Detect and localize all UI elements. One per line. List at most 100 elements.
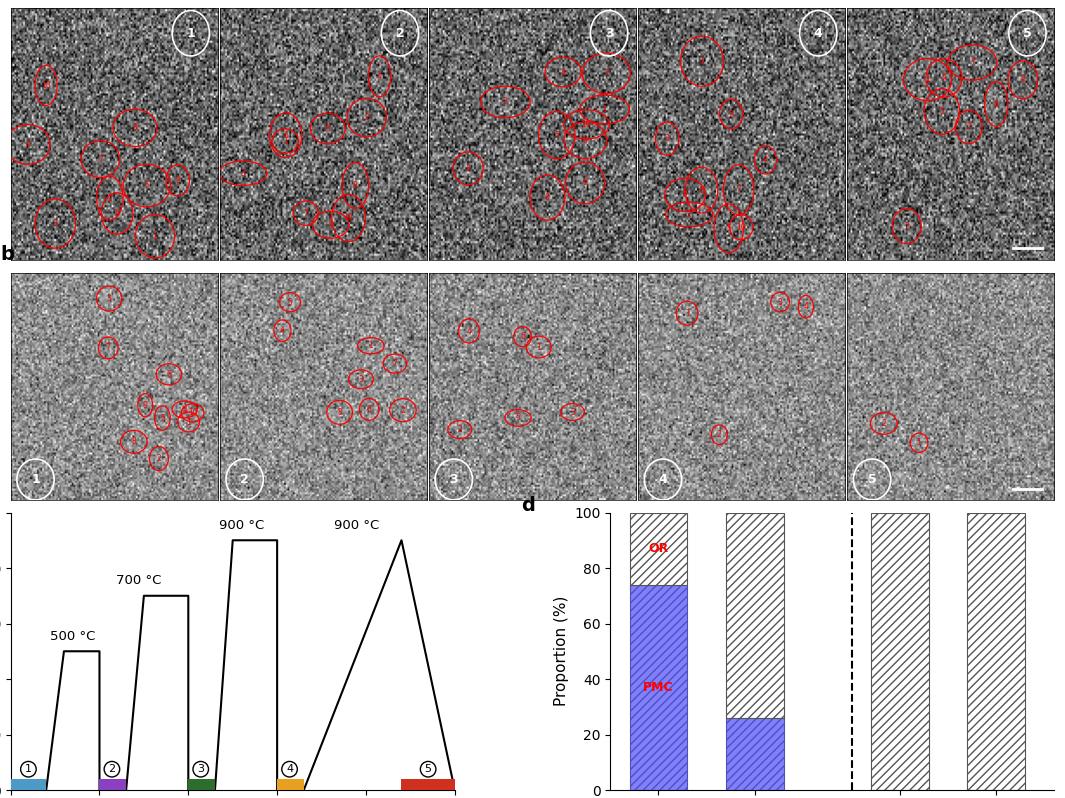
Text: 2: 2 [687,210,691,219]
Text: 6: 6 [1020,75,1026,85]
Text: 7: 7 [736,185,741,194]
Text: 3: 3 [241,168,245,178]
Text: 6: 6 [115,209,119,218]
Text: 4: 4 [286,764,293,774]
Text: 5: 5 [425,764,431,774]
Text: 6: 6 [366,405,372,414]
Text: 1: 1 [368,342,373,350]
Text: 3: 3 [359,375,363,384]
Text: 3: 3 [777,298,783,306]
Text: 7: 7 [105,343,111,353]
Text: 2: 2 [157,454,161,463]
Text: 6: 6 [166,369,171,379]
Bar [11,779,46,790]
Text: 1: 1 [186,26,195,40]
Text: 6: 6 [520,332,525,342]
Text: 10: 10 [42,81,51,90]
Text: 9: 9 [728,109,734,119]
Text: 1: 1 [24,764,32,774]
Text: 1: 1 [602,105,607,114]
Text: 1: 1 [685,309,689,318]
Bar [402,779,455,790]
Text: OR: OR [649,542,669,555]
Text: 10: 10 [581,120,591,129]
Text: 1: 1 [925,75,930,84]
Text: 5: 5 [555,131,559,140]
Text: 900 °C: 900 °C [219,519,264,532]
Text: 4: 4 [182,405,187,414]
Text: 9: 9 [176,176,180,185]
Y-axis label: Proportion (%): Proportion (%) [554,596,569,706]
Text: 1: 1 [283,136,288,145]
Text: 4: 4 [763,156,768,164]
Text: 1: 1 [700,57,704,65]
Bar [99,779,126,790]
Text: 5: 5 [288,298,293,306]
Text: 3: 3 [570,408,575,417]
Bar [629,512,688,585]
Bar [726,718,784,790]
Text: 7: 7 [393,359,397,368]
Text: 1: 1 [917,438,921,448]
Bar [967,512,1026,790]
Text: 2: 2 [395,26,405,40]
Text: 9: 9 [328,220,333,229]
Text: 8: 8 [353,181,358,190]
Text: 2: 2 [364,113,370,122]
Text: 8: 8 [131,437,136,446]
Text: 4: 4 [26,140,30,149]
Text: 5: 5 [160,413,165,423]
Text: 6: 6 [699,186,704,195]
Text: 3: 3 [106,294,112,303]
Text: 6: 6 [283,131,289,140]
Text: 2: 2 [503,97,508,106]
Text: 5: 5 [515,413,521,422]
Bar [871,512,929,790]
Text: 3: 3 [904,222,910,231]
Text: 4: 4 [377,72,382,81]
Text: 4: 4 [658,473,668,486]
Bar [629,585,688,790]
Text: 8: 8 [338,408,342,417]
Text: 2: 2 [109,764,115,774]
Text: 7: 7 [970,58,974,67]
Text: 3: 3 [665,134,670,143]
Text: 1: 1 [537,342,541,351]
Text: 2: 2 [966,122,971,132]
Text: 3: 3 [605,26,613,40]
Text: 9: 9 [583,136,588,144]
Text: 8: 8 [994,100,999,109]
Text: PMC: PMC [643,681,674,693]
Text: 2: 2 [717,430,722,439]
Text: 3: 3 [53,219,58,228]
Text: 6: 6 [583,179,588,188]
Text: 8: 8 [545,193,550,202]
Text: 4: 4 [280,326,284,335]
Text: 2: 2 [241,473,249,486]
Text: b: b [0,245,14,264]
Text: 2: 2 [457,425,462,434]
Text: 5: 5 [868,473,876,486]
Text: 3: 3 [197,764,204,774]
Text: 5: 5 [145,181,149,190]
Text: 8: 8 [132,124,137,132]
Text: 4: 4 [814,26,822,40]
Text: 4: 4 [560,68,566,77]
Text: 5: 5 [325,124,330,133]
Text: 7: 7 [304,209,308,218]
Text: 4: 4 [941,73,947,82]
Text: 2: 2 [108,194,112,203]
Text: 5: 5 [1023,26,1032,40]
Text: 2: 2 [400,405,406,415]
Text: 500 °C: 500 °C [50,630,96,643]
Text: 8: 8 [683,191,688,200]
Bar [726,512,784,718]
Text: 3: 3 [449,473,458,486]
Text: 1: 1 [31,473,39,486]
Text: 10: 10 [736,223,747,231]
Text: 10: 10 [187,409,197,417]
Text: 4: 4 [803,302,808,311]
Text: 7: 7 [98,155,103,164]
Text: 5: 5 [939,107,945,116]
Text: 2: 2 [882,419,886,428]
